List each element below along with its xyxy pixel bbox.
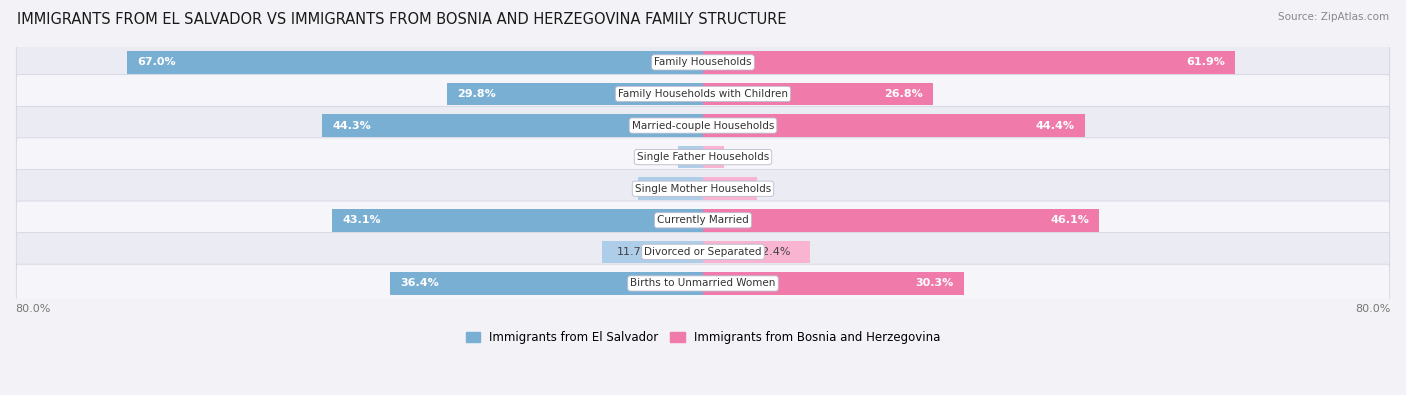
Text: Single Mother Households: Single Mother Households <box>636 184 770 194</box>
Text: 11.7%: 11.7% <box>617 247 652 257</box>
FancyBboxPatch shape <box>17 106 1389 145</box>
Bar <box>322 114 703 137</box>
Text: 44.4%: 44.4% <box>1036 120 1074 131</box>
Bar <box>703 209 1099 231</box>
Bar <box>703 241 810 263</box>
Bar <box>127 51 703 74</box>
Text: Married-couple Households: Married-couple Households <box>631 120 775 131</box>
Text: 6.3%: 6.3% <box>730 184 758 194</box>
Text: 2.4%: 2.4% <box>713 152 742 162</box>
Text: 29.8%: 29.8% <box>457 89 496 99</box>
Text: Family Households with Children: Family Households with Children <box>619 89 787 99</box>
Text: 36.4%: 36.4% <box>401 278 439 288</box>
Text: 80.0%: 80.0% <box>15 304 51 314</box>
FancyBboxPatch shape <box>17 43 1389 82</box>
Text: Single Father Households: Single Father Households <box>637 152 769 162</box>
Text: 30.3%: 30.3% <box>915 278 953 288</box>
Bar <box>703 146 724 169</box>
Legend: Immigrants from El Salvador, Immigrants from Bosnia and Herzegovina: Immigrants from El Salvador, Immigrants … <box>461 327 945 349</box>
Bar <box>703 114 1085 137</box>
Bar <box>703 83 934 105</box>
Bar <box>389 272 703 295</box>
Bar <box>703 51 1236 74</box>
Text: 67.0%: 67.0% <box>138 57 176 68</box>
FancyBboxPatch shape <box>17 75 1389 113</box>
Text: 26.8%: 26.8% <box>884 89 924 99</box>
Bar <box>703 177 758 200</box>
Text: 44.3%: 44.3% <box>332 120 371 131</box>
Bar <box>678 146 703 169</box>
Text: 2.9%: 2.9% <box>662 152 690 162</box>
Bar <box>602 241 703 263</box>
Bar <box>703 272 963 295</box>
Text: 46.1%: 46.1% <box>1050 215 1090 225</box>
FancyBboxPatch shape <box>17 169 1389 208</box>
Bar <box>638 177 703 200</box>
FancyBboxPatch shape <box>17 264 1389 303</box>
FancyBboxPatch shape <box>17 201 1389 239</box>
Text: Divorced or Separated: Divorced or Separated <box>644 247 762 257</box>
Text: 43.1%: 43.1% <box>343 215 381 225</box>
FancyBboxPatch shape <box>17 233 1389 271</box>
Bar <box>447 83 703 105</box>
Text: Currently Married: Currently Married <box>657 215 749 225</box>
Text: Family Households: Family Households <box>654 57 752 68</box>
Text: 12.4%: 12.4% <box>756 247 792 257</box>
Text: IMMIGRANTS FROM EL SALVADOR VS IMMIGRANTS FROM BOSNIA AND HERZEGOVINA FAMILY STR: IMMIGRANTS FROM EL SALVADOR VS IMMIGRANT… <box>17 12 786 27</box>
FancyBboxPatch shape <box>17 138 1389 177</box>
Bar <box>332 209 703 231</box>
Text: Source: ZipAtlas.com: Source: ZipAtlas.com <box>1278 12 1389 22</box>
Text: 61.9%: 61.9% <box>1187 57 1225 68</box>
Text: 80.0%: 80.0% <box>1355 304 1391 314</box>
Text: Births to Unmarried Women: Births to Unmarried Women <box>630 278 776 288</box>
Text: 7.6%: 7.6% <box>643 184 671 194</box>
